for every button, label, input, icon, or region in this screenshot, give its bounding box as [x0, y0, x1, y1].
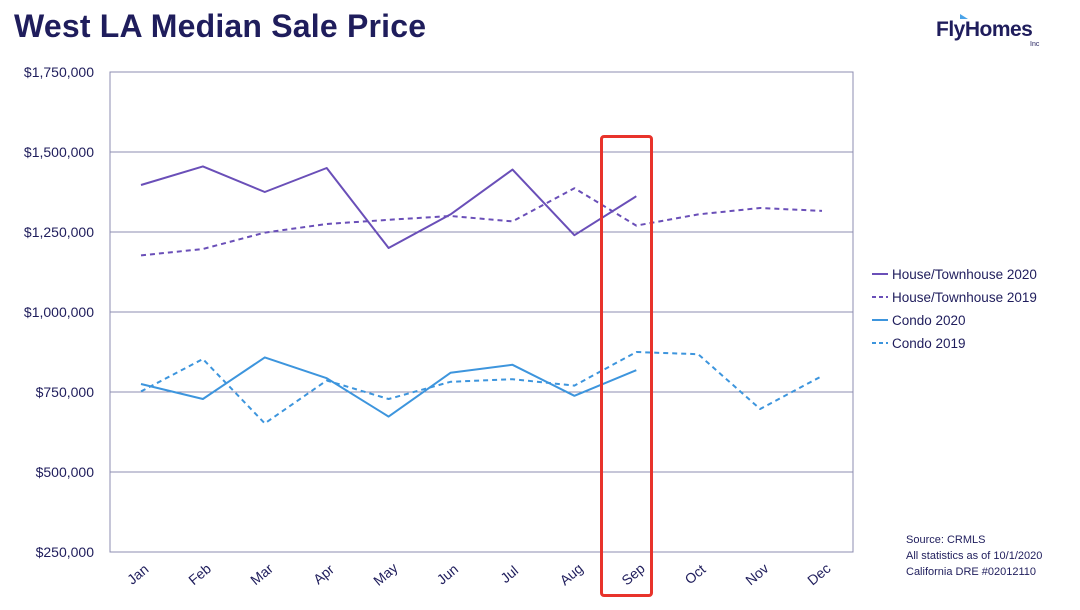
source-line: All statistics as of 10/1/2020: [906, 550, 1043, 562]
sep-highlight-box: [600, 135, 653, 597]
series-line: [140, 356, 637, 418]
x-tick-label: Nov: [742, 560, 771, 588]
legend-label: House/Townhouse 2019: [892, 290, 1037, 305]
plot-border: [109, 71, 854, 553]
legend-label: House/Townhouse 2020: [892, 267, 1037, 282]
y-tick-label: $500,000: [36, 464, 95, 480]
logo-text: FlyHomes: [936, 18, 1033, 41]
series-line: [140, 187, 823, 257]
x-tick-label: Oct: [682, 561, 709, 587]
y-tick-label: $750,000: [36, 384, 95, 400]
legend-label: Condo 2020: [892, 313, 966, 328]
legend-label: Condo 2019: [892, 336, 966, 351]
series-line: [140, 165, 637, 249]
x-tick-label: Mar: [247, 560, 276, 588]
x-tick-label: Aug: [556, 560, 585, 588]
x-tick-label: Dec: [804, 560, 833, 588]
logo-flag-icon: [960, 14, 968, 19]
x-tick-label: Apr: [310, 561, 337, 587]
y-tick-label: $1,000,000: [24, 304, 94, 320]
flyhomes-logo: FlyHomes Inc: [936, 14, 1054, 48]
y-tick-label: $1,500,000: [24, 144, 94, 160]
source-line: California DRE #02012110: [906, 566, 1037, 578]
series-line: [140, 351, 823, 425]
y-tick-label: $1,750,000: [24, 64, 94, 80]
chart-title: West LA Median Sale Price: [14, 8, 427, 44]
logo-inc: Inc: [1030, 41, 1040, 48]
x-tick-label: Jul: [497, 562, 521, 586]
x-tick-label: May: [370, 560, 401, 589]
y-tick-label: $250,000: [36, 544, 95, 560]
x-tick-label: Feb: [185, 560, 214, 588]
source-line: Source: CRMLS: [906, 534, 986, 546]
source-note: Source: CRMLS All statistics as of 10/1/…: [906, 532, 1042, 580]
x-tick-label: Jun: [434, 561, 462, 588]
x-tick-label: Jan: [124, 561, 152, 588]
y-tick-label: $1,250,000: [24, 224, 94, 240]
